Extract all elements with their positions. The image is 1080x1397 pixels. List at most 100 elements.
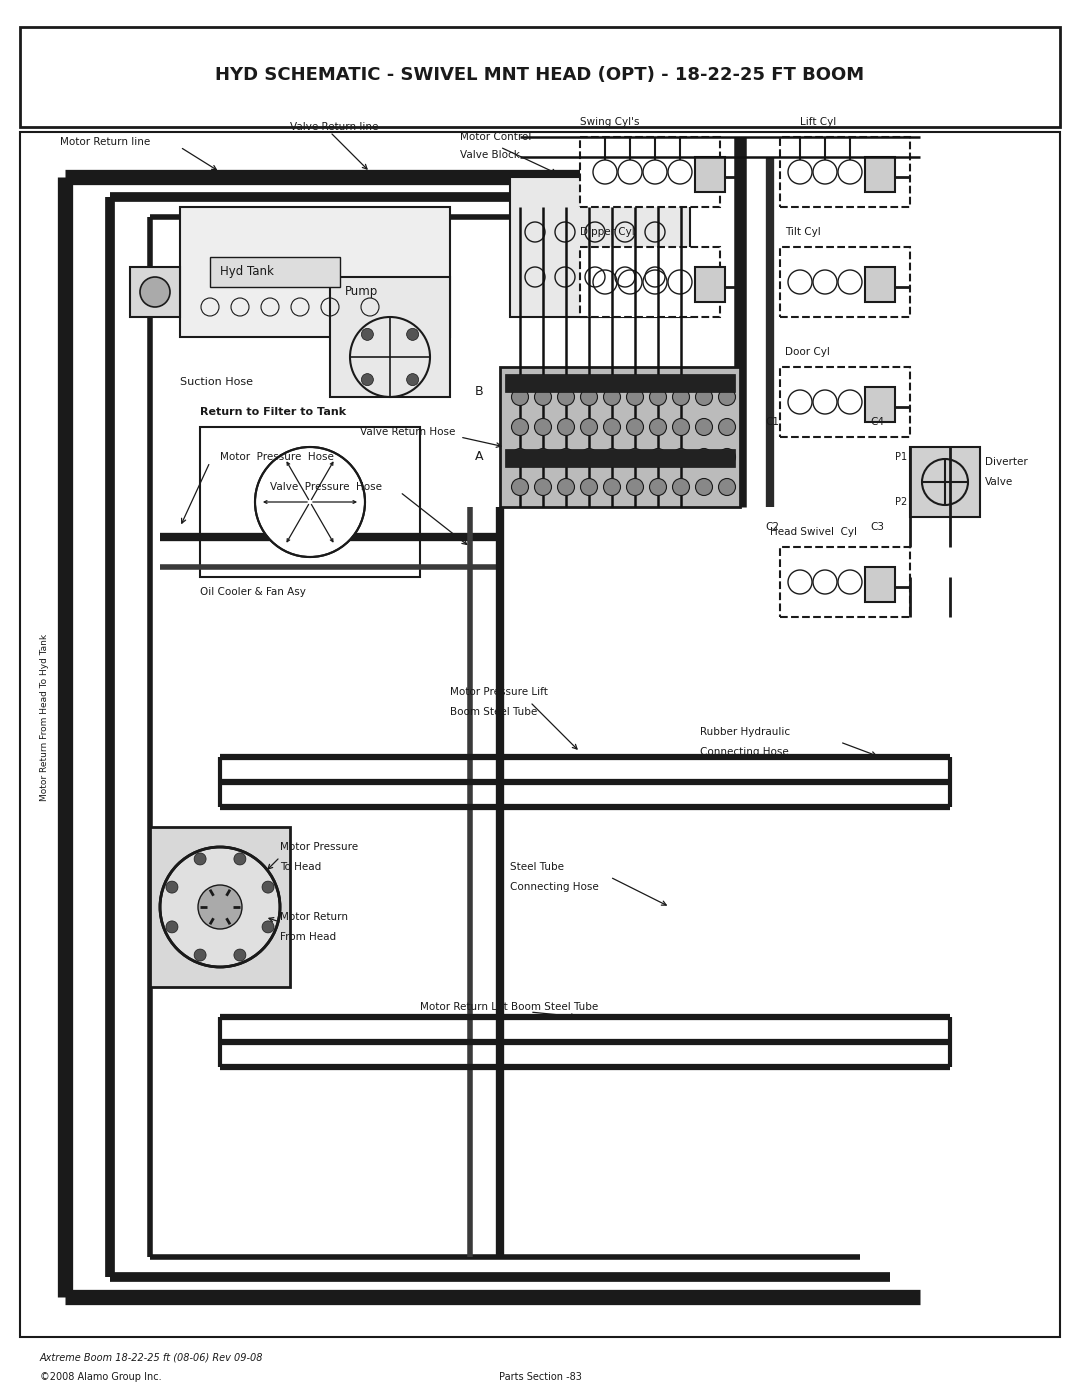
Text: P1: P1: [895, 453, 907, 462]
Circle shape: [557, 448, 575, 465]
Circle shape: [166, 921, 178, 933]
Text: Motor Return line: Motor Return line: [60, 137, 150, 147]
Text: Tilt Cyl: Tilt Cyl: [785, 226, 821, 237]
Bar: [180, 207, 450, 337]
Circle shape: [407, 328, 419, 341]
Text: Dipper Cyl: Dipper Cyl: [580, 226, 635, 237]
Circle shape: [580, 388, 597, 405]
Bar: [696, 156, 725, 191]
Circle shape: [535, 419, 552, 436]
Text: Parts Section -83: Parts Section -83: [499, 1372, 581, 1382]
Bar: [780, 247, 910, 317]
Circle shape: [626, 419, 644, 436]
Bar: [21, 131, 1059, 1337]
Text: Head Swivel  Cyl: Head Swivel Cyl: [770, 527, 858, 536]
Text: Connecting Hose: Connecting Hose: [510, 882, 598, 893]
Text: Motor  Pressure  Hose: Motor Pressure Hose: [220, 453, 334, 462]
Bar: [865, 387, 895, 422]
Text: Motor Return From Head To Hyd Tank: Motor Return From Head To Hyd Tank: [40, 633, 50, 800]
Text: Valve  Pressure  Hose: Valve Pressure Hose: [270, 482, 382, 492]
Text: Axtreme Boom 18-22-25 ft (08-06) Rev 09-08: Axtreme Boom 18-22-25 ft (08-06) Rev 09-…: [40, 1352, 264, 1362]
Text: C3: C3: [870, 522, 885, 532]
Text: Motor Control: Motor Control: [460, 131, 531, 142]
Bar: [210, 257, 340, 286]
Text: P2: P2: [895, 497, 907, 507]
Text: Suction Hose: Suction Hose: [180, 377, 253, 387]
Circle shape: [535, 479, 552, 496]
Bar: [580, 247, 720, 317]
Circle shape: [140, 277, 170, 307]
Circle shape: [362, 328, 374, 341]
Text: Swing Cyl's: Swing Cyl's: [580, 117, 639, 127]
Text: HYD SCHEMATIC - SWIVEL MNT HEAD (OPT) - 18-22-25 FT BOOM: HYD SCHEMATIC - SWIVEL MNT HEAD (OPT) - …: [215, 66, 865, 84]
Circle shape: [604, 448, 621, 465]
Circle shape: [512, 388, 528, 405]
Circle shape: [649, 448, 666, 465]
Circle shape: [718, 388, 735, 405]
Circle shape: [673, 419, 689, 436]
Circle shape: [696, 448, 713, 465]
Text: Return to Filter to Tank: Return to Filter to Tank: [200, 407, 346, 416]
Circle shape: [580, 448, 597, 465]
Circle shape: [604, 388, 621, 405]
Text: Valve Return Hose: Valve Return Hose: [360, 427, 456, 437]
Circle shape: [696, 419, 713, 436]
Circle shape: [696, 479, 713, 496]
Text: Valve Return line: Valve Return line: [291, 122, 378, 131]
Text: Lift Cyl: Lift Cyl: [800, 117, 836, 127]
Circle shape: [626, 388, 644, 405]
Circle shape: [160, 847, 280, 967]
Text: B: B: [475, 386, 484, 398]
Circle shape: [512, 448, 528, 465]
Circle shape: [255, 447, 365, 557]
Text: Motor Return: Motor Return: [280, 912, 348, 922]
Text: Motor Pressure Lift: Motor Pressure Lift: [450, 687, 548, 697]
Text: Connecting Hose: Connecting Hose: [700, 747, 788, 757]
Text: Rubber Hydraulic: Rubber Hydraulic: [700, 726, 791, 738]
Text: From Head: From Head: [280, 932, 336, 942]
Circle shape: [673, 448, 689, 465]
Circle shape: [696, 388, 713, 405]
Text: Diverter: Diverter: [985, 457, 1028, 467]
Circle shape: [718, 479, 735, 496]
Bar: [580, 137, 720, 207]
Circle shape: [512, 479, 528, 496]
Circle shape: [198, 886, 242, 929]
Circle shape: [673, 479, 689, 496]
Circle shape: [535, 448, 552, 465]
Circle shape: [580, 419, 597, 436]
Circle shape: [234, 854, 246, 865]
Text: Door Cyl: Door Cyl: [785, 346, 829, 358]
Bar: [696, 267, 725, 302]
Circle shape: [262, 882, 274, 893]
Text: Hyd Tank: Hyd Tank: [220, 265, 274, 278]
Circle shape: [557, 479, 575, 496]
Text: Valve: Valve: [985, 476, 1013, 488]
Circle shape: [512, 419, 528, 436]
Text: C2: C2: [765, 522, 779, 532]
Circle shape: [557, 419, 575, 436]
Text: Oil Cooler & Fan Asy: Oil Cooler & Fan Asy: [200, 587, 306, 597]
Circle shape: [649, 479, 666, 496]
Text: C4: C4: [870, 416, 885, 427]
Circle shape: [407, 373, 419, 386]
Circle shape: [673, 388, 689, 405]
Circle shape: [535, 388, 552, 405]
Bar: [865, 567, 895, 602]
Text: ©2008 Alamo Group Inc.: ©2008 Alamo Group Inc.: [40, 1372, 162, 1382]
Bar: [780, 367, 910, 437]
Circle shape: [604, 419, 621, 436]
Circle shape: [194, 854, 206, 865]
Bar: [130, 267, 180, 317]
Bar: [780, 548, 910, 617]
Bar: [330, 277, 450, 397]
Circle shape: [649, 419, 666, 436]
Circle shape: [626, 479, 644, 496]
Circle shape: [362, 373, 374, 386]
Bar: [21, 27, 1059, 127]
Circle shape: [649, 388, 666, 405]
Circle shape: [194, 949, 206, 961]
Bar: [865, 156, 895, 191]
Circle shape: [604, 479, 621, 496]
Circle shape: [262, 921, 274, 933]
